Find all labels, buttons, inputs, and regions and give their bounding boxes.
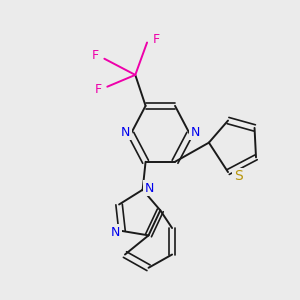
Text: N: N bbox=[144, 182, 154, 195]
Text: N: N bbox=[121, 126, 130, 139]
Text: F: F bbox=[92, 49, 98, 62]
Text: F: F bbox=[94, 83, 101, 96]
Text: F: F bbox=[153, 33, 160, 46]
Text: N: N bbox=[190, 126, 200, 139]
Text: S: S bbox=[234, 169, 243, 184]
Text: N: N bbox=[111, 226, 120, 239]
